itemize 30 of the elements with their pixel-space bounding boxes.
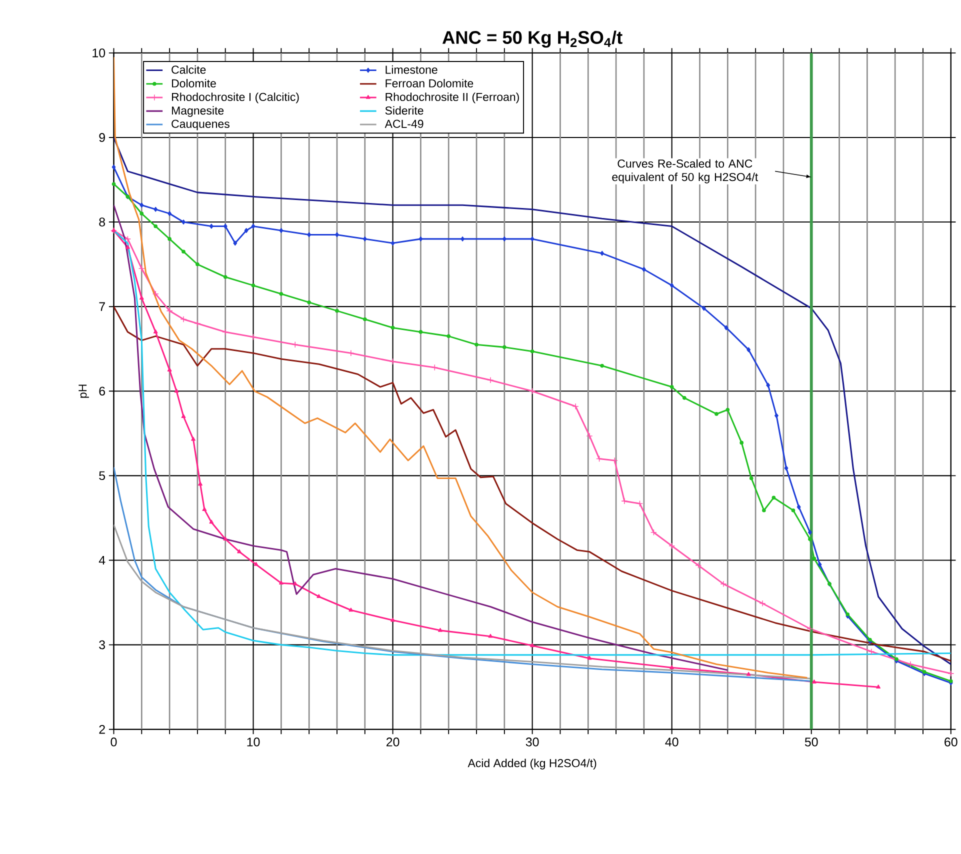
- legend-label: Cauquenes: [172, 120, 230, 130]
- x-tick-label: 10: [247, 737, 260, 746]
- legend-label: Dolomite: [172, 78, 216, 88]
- chart-title: ANC = 50 Kg H$_{2}$SO$_{4}$/t: [442, 30, 622, 48]
- x-axis-title: Acid Added (kg H2SO4/t): [468, 758, 596, 770]
- y-tick-label: 9: [99, 132, 105, 142]
- y-tick-label: 7: [99, 302, 105, 311]
- x-tick-label: 50: [804, 737, 818, 746]
- legend-label: Calcite: [172, 65, 206, 74]
- legend-label: Limestone: [386, 65, 438, 74]
- annotation: Curves Re-Scaled to ANC equivalent of 50 kg H2SO4/t: [612, 159, 758, 184]
- x-tick-label: 30: [526, 737, 539, 746]
- y-tick-label: 6: [99, 386, 106, 396]
- y-tick-label: 3: [99, 640, 106, 649]
- x-tick-label: 20: [386, 737, 400, 746]
- x-tick-label: 60: [944, 737, 958, 746]
- y-axis-title: pH: [78, 384, 89, 398]
- legend-label: Rhodochrosite I (Calcitic): [172, 92, 299, 104]
- y-tick-label: 5: [99, 471, 106, 480]
- legend-label: Ferroan Dolomite: [386, 78, 474, 88]
- y-tick-label: 2: [99, 724, 105, 734]
- legend-label: Magnesite: [172, 106, 224, 117]
- y-tick-label: 10: [92, 48, 106, 58]
- x-tick-label: 40: [665, 737, 678, 746]
- y-tick-label: 8: [99, 217, 106, 226]
- y-tick-label: 4: [98, 556, 106, 564]
- legend-label: ACL-49: [384, 120, 424, 128]
- x-tick-label: 0: [110, 737, 117, 746]
- legend-label: Rhodochrosite II (Ferroan): [386, 92, 519, 104]
- legend-label: Siderite: [385, 106, 424, 114]
